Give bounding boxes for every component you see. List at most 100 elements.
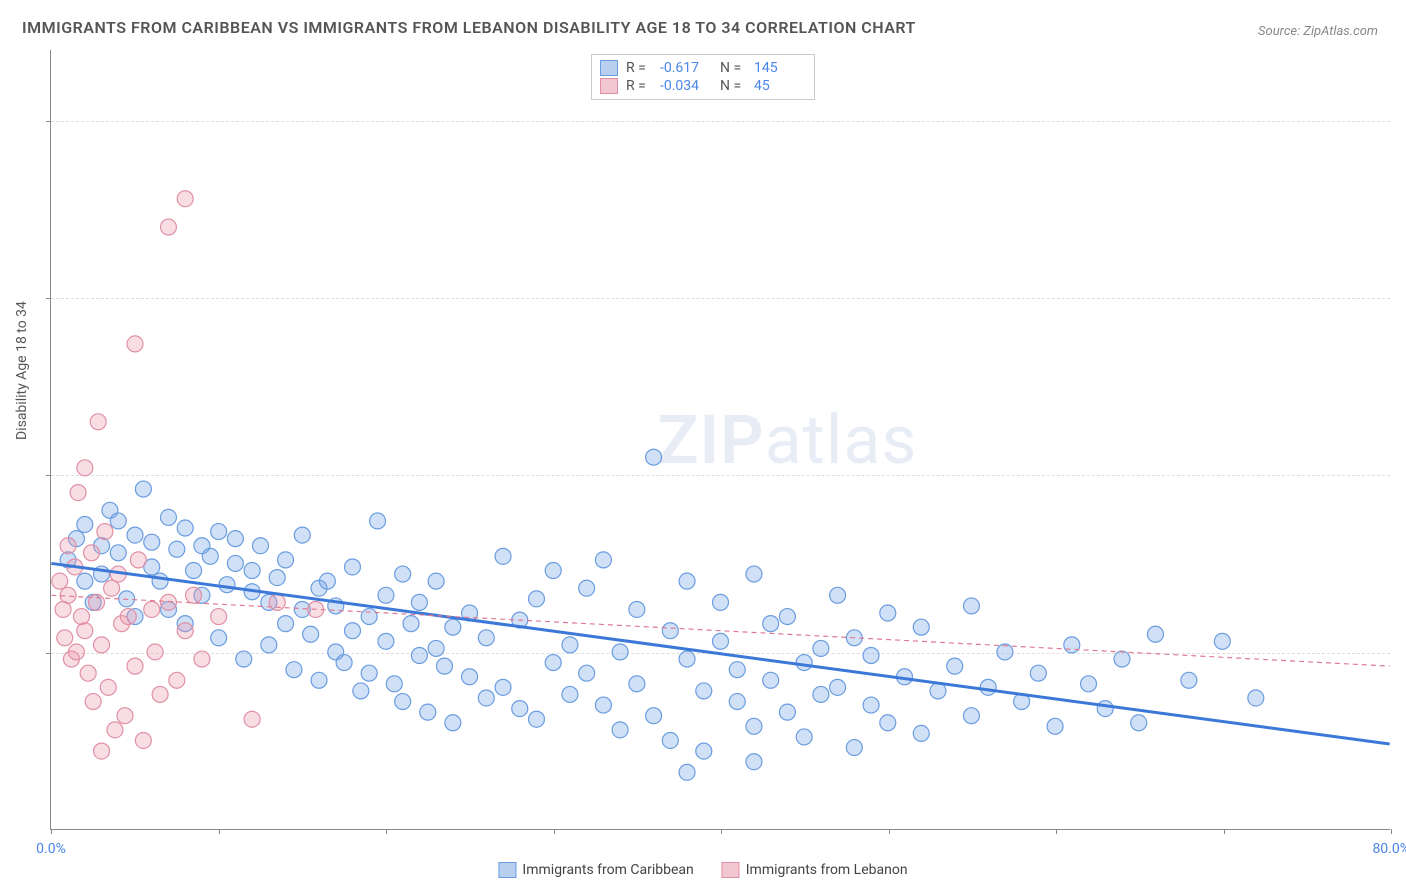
data-point — [57, 630, 73, 646]
stats-legend-row: R = -0.034 N = 45 — [600, 77, 806, 95]
data-point — [261, 637, 277, 653]
data-point — [528, 711, 544, 727]
n-value: 45 — [754, 78, 806, 94]
data-point — [1248, 690, 1264, 706]
data-point — [378, 587, 394, 603]
data-point — [1214, 633, 1230, 649]
x-tick-mark — [1224, 829, 1225, 834]
data-point — [202, 548, 218, 564]
x-tick-mark — [721, 829, 722, 834]
data-point — [152, 686, 168, 702]
r-value: -0.617 — [660, 60, 712, 76]
data-point — [344, 623, 360, 639]
x-tick-mark — [386, 829, 387, 834]
data-point — [127, 336, 143, 352]
data-point — [830, 587, 846, 603]
r-label: R = — [626, 78, 652, 94]
data-point — [913, 619, 929, 635]
series-legend-label: Immigrants from Caribbean — [522, 862, 693, 878]
r-value: -0.034 — [660, 78, 712, 94]
data-point — [294, 527, 310, 543]
data-point — [1047, 718, 1063, 734]
data-point — [863, 648, 879, 664]
data-point — [130, 552, 146, 568]
data-point — [77, 516, 93, 532]
data-point — [68, 644, 84, 660]
data-point — [353, 683, 369, 699]
data-point — [997, 644, 1013, 660]
data-point — [152, 573, 168, 589]
data-point — [160, 219, 176, 235]
data-point — [679, 651, 695, 667]
data-point — [880, 605, 896, 621]
data-point — [244, 711, 260, 727]
data-point — [269, 594, 285, 610]
data-point — [729, 662, 745, 678]
data-point — [428, 573, 444, 589]
data-point — [278, 552, 294, 568]
data-point — [495, 679, 511, 695]
data-point — [160, 594, 176, 610]
data-point — [395, 566, 411, 582]
n-label: N = — [720, 78, 746, 94]
legend-swatch — [498, 862, 516, 878]
data-point — [880, 715, 896, 731]
data-point — [1131, 715, 1147, 731]
data-point — [395, 694, 411, 710]
data-point — [696, 743, 712, 759]
data-point — [436, 658, 452, 674]
data-point — [211, 630, 227, 646]
legend-swatch — [722, 862, 740, 878]
data-point — [135, 732, 151, 748]
data-point — [562, 686, 578, 702]
data-point — [90, 414, 106, 430]
data-point — [646, 708, 662, 724]
data-point — [963, 598, 979, 614]
data-point — [194, 651, 210, 667]
data-point — [779, 704, 795, 720]
data-point — [361, 665, 377, 681]
data-point — [528, 591, 544, 607]
data-point — [863, 697, 879, 713]
data-point — [629, 601, 645, 617]
data-point — [219, 577, 235, 593]
y-axis-title: Disability Age 18 to 34 — [14, 301, 30, 440]
data-point — [512, 701, 528, 717]
data-point — [94, 637, 110, 653]
data-point — [746, 754, 762, 770]
y-tick-label: 20.0% — [1396, 113, 1406, 129]
x-tick-mark — [51, 829, 52, 834]
series-legend: Immigrants from Caribbean Immigrants from… — [498, 862, 907, 878]
data-point — [107, 722, 123, 738]
x-axis-max-label: 80.0% — [1372, 841, 1406, 857]
data-point — [713, 594, 729, 610]
data-point — [746, 566, 762, 582]
data-point — [796, 729, 812, 745]
data-point — [629, 676, 645, 692]
data-point — [595, 552, 611, 568]
y-tick-label: 5.0% — [1396, 645, 1406, 661]
data-point — [813, 640, 829, 656]
data-point — [1181, 672, 1197, 688]
data-point — [177, 520, 193, 536]
data-point — [411, 648, 427, 664]
data-point — [662, 623, 678, 639]
data-point — [269, 570, 285, 586]
data-point — [236, 651, 252, 667]
data-point — [646, 449, 662, 465]
data-point — [80, 665, 96, 681]
data-point — [278, 616, 294, 632]
series-legend-item: Immigrants from Lebanon — [722, 862, 908, 878]
data-point — [595, 697, 611, 713]
data-point — [252, 538, 268, 554]
data-point — [579, 580, 595, 596]
data-point — [445, 619, 461, 635]
data-point — [478, 690, 494, 706]
legend-swatch — [600, 78, 618, 94]
data-point — [120, 609, 136, 625]
x-tick-mark — [1056, 829, 1057, 834]
data-point — [70, 485, 86, 501]
data-point — [612, 722, 628, 738]
data-point — [562, 637, 578, 653]
data-point — [361, 609, 377, 625]
